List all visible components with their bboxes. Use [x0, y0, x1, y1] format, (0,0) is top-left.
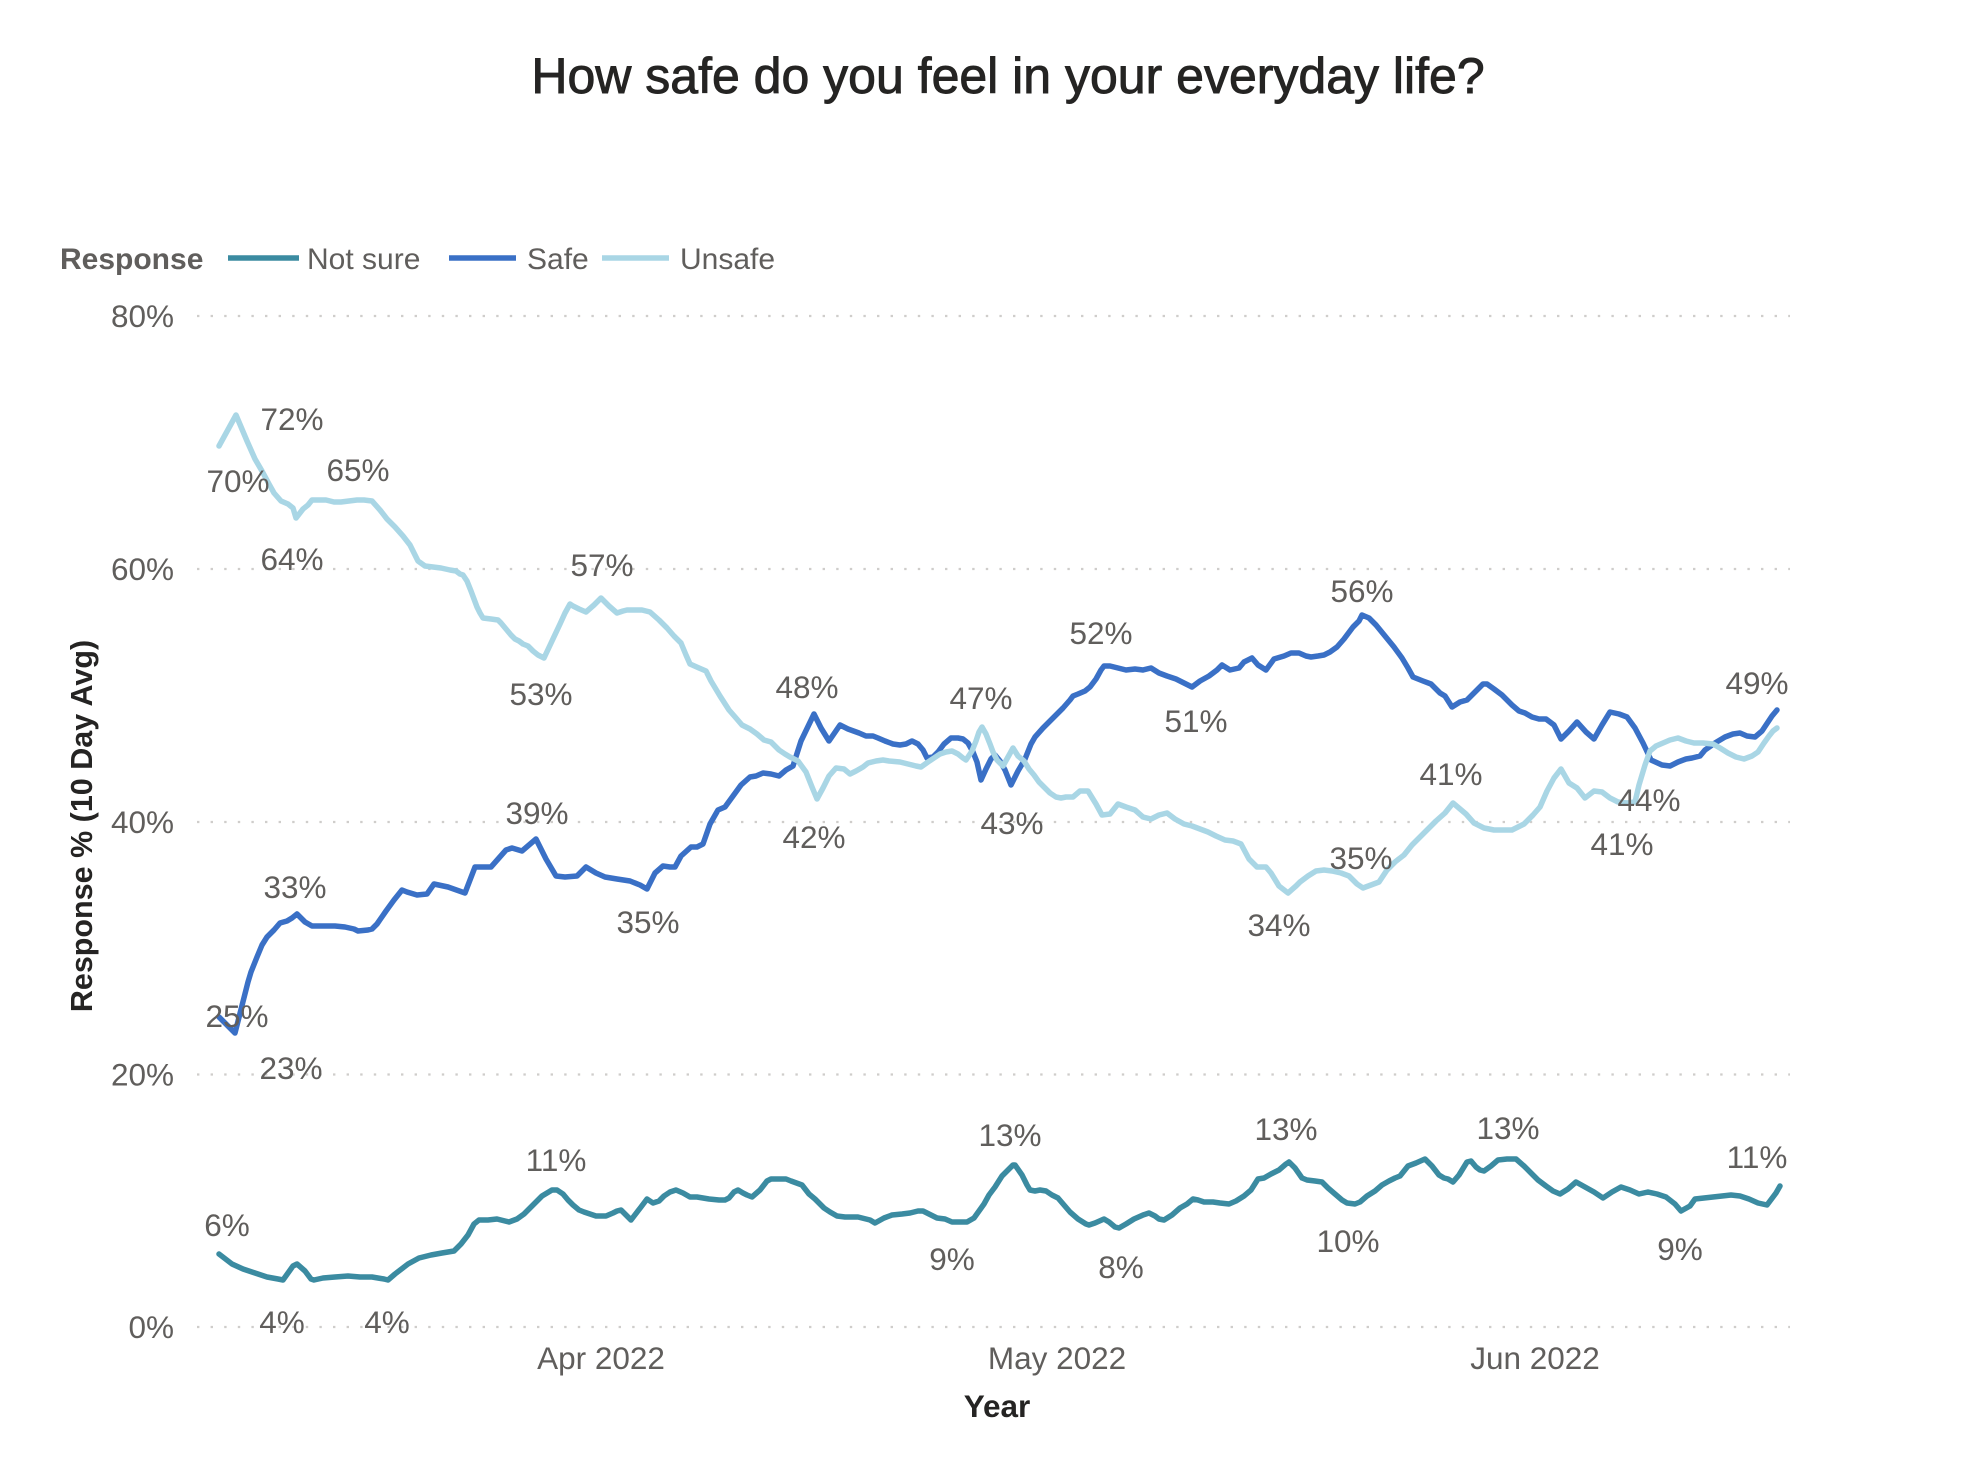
svg-text:56%: 56%: [1330, 573, 1393, 609]
svg-text:10%: 10%: [1316, 1223, 1379, 1259]
svg-text:57%: 57%: [570, 547, 633, 583]
svg-text:20%: 20%: [111, 1057, 174, 1093]
svg-text:23%: 23%: [259, 1050, 322, 1086]
svg-text:25%: 25%: [205, 998, 268, 1034]
svg-text:May 2022: May 2022: [988, 1340, 1126, 1376]
svg-text:How safe do you feel in your e: How safe do you feel in your everyday li…: [531, 48, 1484, 104]
svg-text:48%: 48%: [775, 669, 838, 705]
svg-text:40%: 40%: [111, 804, 174, 840]
svg-text:70%: 70%: [206, 463, 269, 499]
svg-text:42%: 42%: [782, 819, 845, 855]
svg-text:11%: 11%: [1727, 1139, 1788, 1175]
svg-text:Response % (10 Day Avg): Response % (10 Day Avg): [65, 640, 99, 1012]
svg-text:41%: 41%: [1590, 826, 1653, 862]
svg-text:34%: 34%: [1247, 907, 1310, 943]
svg-text:60%: 60%: [111, 551, 174, 587]
svg-text:35%: 35%: [616, 904, 679, 940]
svg-text:8%: 8%: [1098, 1249, 1144, 1285]
svg-text:43%: 43%: [980, 805, 1043, 841]
svg-text:65%: 65%: [326, 452, 389, 488]
svg-text:4%: 4%: [364, 1304, 410, 1340]
svg-text:11%: 11%: [526, 1142, 587, 1178]
svg-text:9%: 9%: [1657, 1231, 1703, 1267]
svg-text:Unsafe: Unsafe: [680, 243, 775, 276]
svg-text:Year: Year: [964, 1388, 1031, 1424]
svg-text:0%: 0%: [128, 1309, 174, 1345]
svg-text:9%: 9%: [929, 1241, 975, 1277]
svg-text:80%: 80%: [111, 298, 174, 334]
svg-text:35%: 35%: [1329, 840, 1392, 876]
svg-text:44%: 44%: [1617, 782, 1680, 818]
svg-text:13%: 13%: [1254, 1111, 1317, 1147]
svg-text:52%: 52%: [1069, 615, 1132, 651]
svg-text:13%: 13%: [978, 1117, 1041, 1153]
svg-text:53%: 53%: [509, 676, 572, 712]
svg-text:Jun 2022: Jun 2022: [1470, 1340, 1600, 1376]
svg-text:47%: 47%: [949, 680, 1012, 716]
svg-text:6%: 6%: [204, 1207, 250, 1243]
svg-text:72%: 72%: [260, 401, 323, 437]
svg-text:33%: 33%: [263, 869, 326, 905]
svg-text:51%: 51%: [1164, 703, 1227, 739]
svg-text:64%: 64%: [260, 541, 323, 577]
svg-text:39%: 39%: [505, 795, 568, 831]
svg-text:41%: 41%: [1419, 756, 1482, 792]
svg-text:Response: Response: [60, 243, 203, 276]
svg-text:Safe: Safe: [527, 243, 589, 276]
svg-text:13%: 13%: [1476, 1110, 1539, 1146]
svg-text:Apr 2022: Apr 2022: [537, 1340, 665, 1376]
svg-text:49%: 49%: [1725, 665, 1788, 701]
svg-text:4%: 4%: [259, 1304, 305, 1340]
svg-text:Not sure: Not sure: [307, 243, 420, 276]
